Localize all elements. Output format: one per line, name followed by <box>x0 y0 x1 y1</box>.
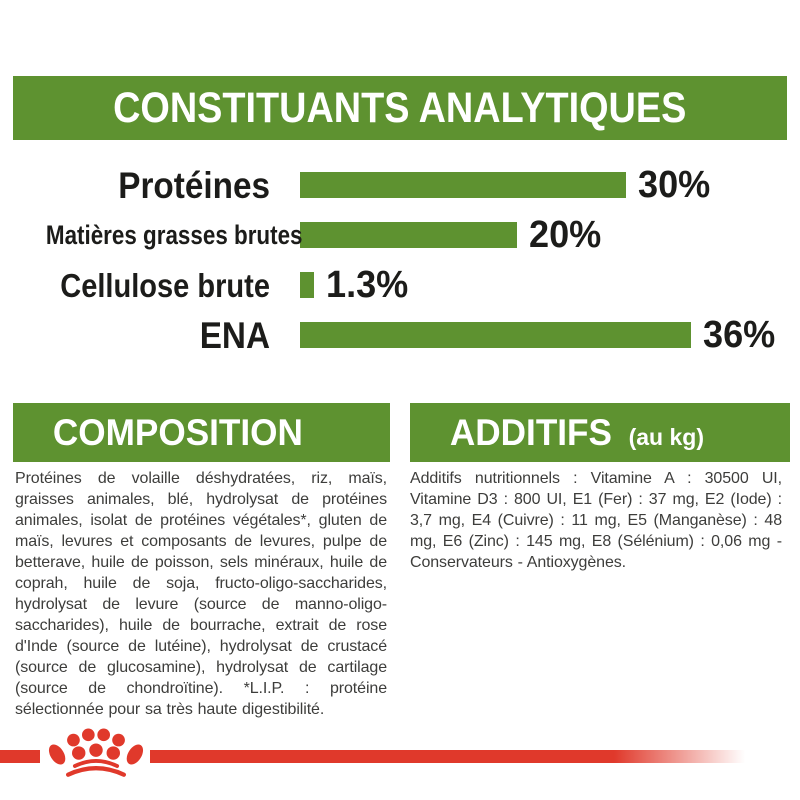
chart-row-ena: ENA 36% <box>0 310 800 360</box>
analytical-constituents-chart: Protéines 30% Matières grasses brutes 20… <box>0 160 800 360</box>
bar-track: 1.3% <box>300 266 413 304</box>
composition-text: Protéines de volaille déshydratées, riz,… <box>15 470 387 718</box>
analytical-constituents-title: CONSTITUANTS ANALYTIQUES <box>113 83 687 132</box>
chart-row-proteines: Protéines 30% <box>0 160 800 210</box>
bar-track: 30% <box>300 166 714 204</box>
bar-proteines <box>300 172 626 198</box>
chart-row-matieres-grasses: Matières grasses brutes 20% <box>0 210 800 260</box>
composition-banner: COMPOSITION <box>13 403 390 462</box>
analytical-constituents-banner: CONSTITUANTS ANALYTIQUES <box>13 76 787 140</box>
bar-label-ena: ENA <box>199 314 270 356</box>
bar-track: 20% <box>300 216 605 254</box>
chart-row-cellulose: Cellulose brute 1.3% <box>0 260 800 310</box>
bar-track: 36% <box>300 316 779 354</box>
bar-label-matieres-grasses: Matières grasses brutes <box>45 219 303 250</box>
bar-value-ena: 36% <box>703 314 776 356</box>
royal-canin-crown-icon <box>48 728 144 777</box>
bar-label-proteines: Protéines <box>118 164 271 206</box>
footer-red-bar-left <box>0 750 40 763</box>
additifs-title: ADDITIFS <box>449 412 612 453</box>
additifs-text: Additifs nutritionnels : Vitamine A : 30… <box>410 470 782 571</box>
additifs-title-suffix: (au kg) <box>628 424 704 450</box>
bar-matieres-grasses <box>300 222 517 248</box>
bar-value-proteines: 30% <box>638 164 711 206</box>
bar-value-cellulose: 1.3% <box>326 264 409 306</box>
bar-label-cellulose: Cellulose brute <box>60 266 270 304</box>
composition-title: COMPOSITION <box>52 412 303 453</box>
additifs-banner: ADDITIFS (au kg) <box>410 403 790 462</box>
footer-red-bar-right <box>150 750 745 763</box>
bar-cellulose <box>300 272 314 298</box>
bar-value-matieres-grasses: 20% <box>529 214 602 256</box>
bar-ena <box>300 322 691 348</box>
